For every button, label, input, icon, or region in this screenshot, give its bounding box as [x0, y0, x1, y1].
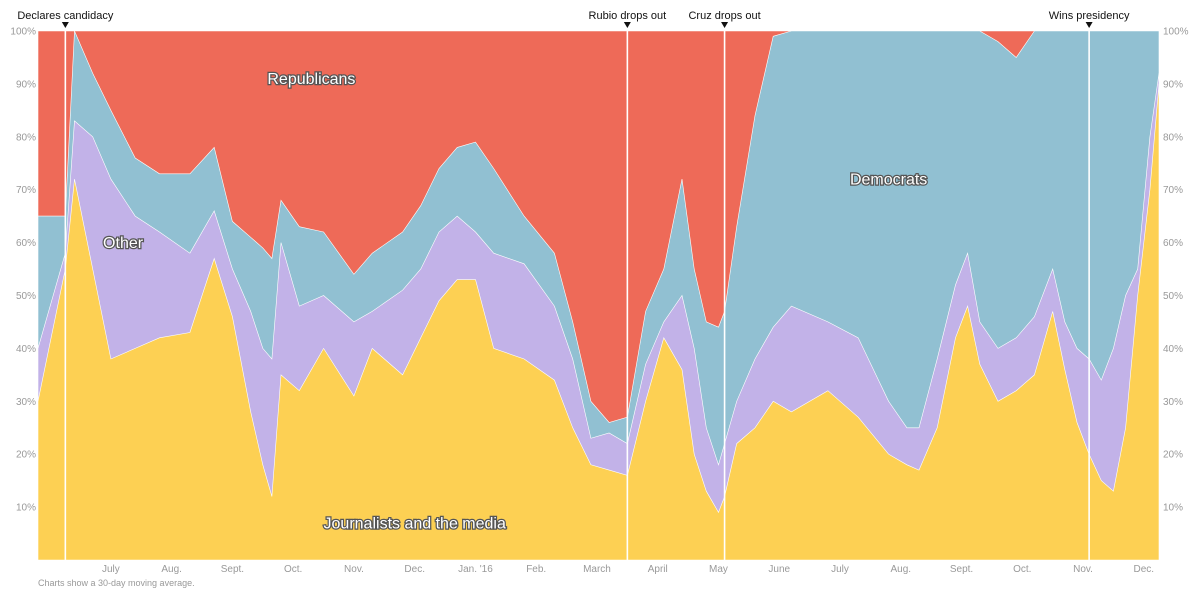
- x-tick-label: Jan. '16: [458, 564, 493, 575]
- x-tick-label: Dec.: [404, 564, 425, 575]
- area-label-republicans: Republicans: [267, 71, 355, 88]
- x-tick-label: Nov.: [1073, 564, 1093, 575]
- y-tick-left: 100%: [10, 27, 36, 38]
- x-tick-label: March: [583, 564, 611, 575]
- x-tick-label: Sept.: [221, 564, 244, 575]
- y-tick-left: 90%: [16, 79, 36, 90]
- x-tick-label: Feb.: [526, 564, 546, 575]
- y-tick-right: 70%: [1163, 185, 1183, 196]
- y-tick-right: 60%: [1163, 238, 1183, 249]
- area-journalists-and-the-media: [37, 83, 1160, 561]
- event-markers: Declares candidacy Rubio drops out Cruz dr…: [17, 10, 1130, 560]
- y-tick-left: 80%: [16, 132, 36, 143]
- x-tick-label: May: [709, 564, 728, 575]
- x-tick-label: Oct.: [284, 564, 302, 575]
- x-tick-label: Dec.: [1134, 564, 1155, 575]
- y-tick-right: 50%: [1163, 291, 1183, 302]
- y-axis-left: 10% 20% 30% 40% 50% 60% 70% 80% 90% 100%: [10, 27, 36, 514]
- y-tick-right: 100%: [1163, 27, 1189, 38]
- y-tick-right: 20%: [1163, 450, 1183, 461]
- x-tick-label: Oct.: [1013, 564, 1031, 575]
- y-tick-right: 40%: [1163, 344, 1183, 355]
- y-tick-right: 10%: [1163, 503, 1183, 514]
- event-label-cruz-drops-out: Cruz drops out: [688, 10, 760, 22]
- x-tick-label: Nov.: [344, 564, 364, 575]
- y-axis-right: 10% 20% 30% 40% 50% 60% 70% 80% 90% 100%: [1163, 27, 1189, 514]
- chart-footnote: Charts show a 30-day moving average.: [38, 578, 195, 588]
- x-tick-label: April: [648, 564, 668, 575]
- y-tick-left: 30%: [16, 397, 36, 408]
- area-labels: Republicans Other Democrats Journalists and…: [102, 70, 929, 534]
- area-label-other: Other: [103, 235, 144, 252]
- event-marker-rubio-drops-out: [623, 22, 631, 28]
- event-marker-cruz-drops-out: [721, 22, 729, 28]
- x-tick-label: Aug.: [890, 564, 911, 575]
- area-label-journalists-and-the-media: Journalists and the media: [324, 515, 506, 532]
- event-marker-wins-presidency: [1085, 22, 1093, 28]
- y-tick-left: 40%: [16, 344, 36, 355]
- event-marker-declares-candidacy: [61, 22, 69, 28]
- event-label-rubio-drops-out: Rubio drops out: [589, 10, 667, 22]
- area-layers: [37, 30, 1160, 561]
- x-axis: July Aug. Sept. Oct. Nov. Dec. Jan. '16 Feb. Mar…: [102, 564, 1154, 575]
- x-tick-label: Aug.: [161, 564, 182, 575]
- y-tick-right: 80%: [1163, 132, 1183, 143]
- y-tick-right: 30%: [1163, 397, 1183, 408]
- y-tick-right: 90%: [1163, 79, 1183, 90]
- x-tick-label: July: [102, 564, 120, 575]
- y-tick-left: 20%: [16, 450, 36, 461]
- event-label-wins-presidency: Wins presidency: [1049, 10, 1130, 22]
- y-tick-left: 60%: [16, 238, 36, 249]
- event-label-declares-candidacy: Declares candidacy: [17, 10, 113, 22]
- x-tick-label: Sept.: [950, 564, 973, 575]
- y-tick-left: 70%: [16, 185, 36, 196]
- y-tick-left: 10%: [16, 503, 36, 514]
- y-tick-left: 50%: [16, 291, 36, 302]
- x-tick-label: July: [831, 564, 849, 575]
- area-label-democrats: Democrats: [850, 171, 927, 188]
- x-tick-label: June: [768, 564, 790, 575]
